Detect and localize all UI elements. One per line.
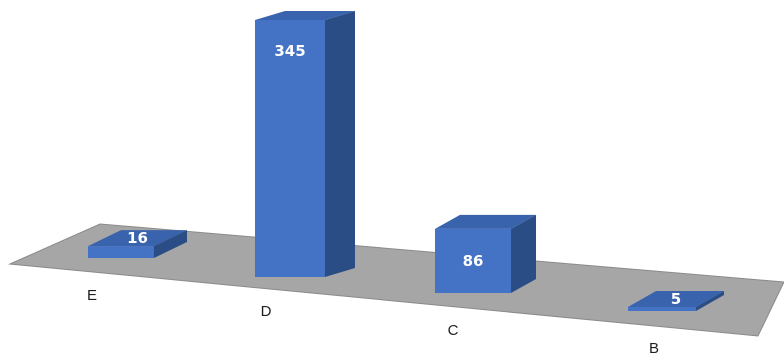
bar-side-c [511,214,536,293]
value-label-e: 16 [127,229,148,247]
bar-side-b [696,291,724,311]
value-label-d: 345 [274,42,305,60]
bar-e [88,246,154,258]
value-label-c: 86 [463,252,484,270]
category-label-b: B [649,340,659,353]
category-label-d: D [261,303,272,320]
bars-layer: 16 345 86 5 [88,11,724,311]
bar-side-e [154,230,187,258]
bar-top-d [255,11,355,20]
category-label-e: E [87,287,97,304]
value-label-b: 5 [671,290,681,308]
chart-floor [8,223,784,337]
bar-top-c [435,214,536,229]
bar-d [255,20,325,277]
category-label-c: C [448,322,459,339]
bar-top-e [88,230,187,247]
bar-b [628,307,696,311]
bar-c [435,228,511,293]
category-labels: E D C B [87,287,659,353]
bar-side-d [325,11,355,277]
bar-top-b [628,291,724,307]
